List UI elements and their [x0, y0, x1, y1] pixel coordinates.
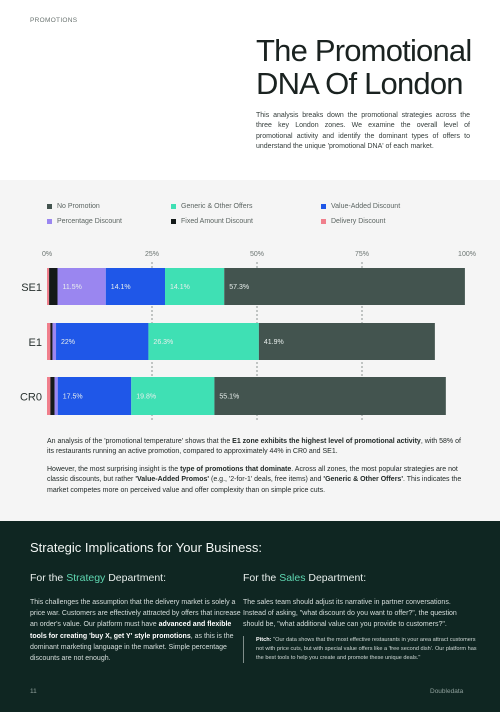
intro-paragraph: This analysis breaks down the promotiona…	[256, 112, 470, 151]
pitch-quote: Pitch: "Our data shows that the most eff…	[243, 636, 484, 663]
section-label: PROMOTIONS	[30, 17, 78, 24]
data-label: 14.1%	[111, 284, 131, 291]
sales-body: The sales team should adjust its narrati…	[243, 599, 457, 629]
bar-segment	[148, 323, 259, 360]
bar-segment	[47, 268, 50, 305]
bar-segment	[224, 268, 465, 305]
legend-swatch	[171, 204, 176, 209]
bar-segment	[214, 377, 446, 415]
x-tick-label: 75%	[355, 251, 369, 258]
bar-segment	[105, 268, 166, 305]
data-label: 19.8%	[136, 394, 156, 401]
legend-item-generic-other: Generic & Other Offers	[171, 203, 252, 210]
legend-label: Generic & Other Offers	[181, 203, 253, 210]
bar-segment	[165, 268, 225, 305]
page-title: The Promotional DNA Of London	[256, 33, 472, 101]
page-number: 11	[30, 688, 37, 695]
data-label: 55.1%	[219, 394, 239, 401]
category-label: SE1	[21, 282, 42, 294]
analysis-paragraph-2: However, the most surprising insight is …	[47, 465, 462, 494]
data-label: 57.3%	[229, 284, 249, 291]
strategy-heading: For the Strategy Department:	[30, 572, 166, 584]
x-tick-label: 0%	[42, 251, 52, 258]
bar-segment	[52, 323, 57, 360]
strategic-section	[0, 521, 500, 712]
strategic-title: Strategic Implications for Your Business…	[30, 540, 262, 555]
strategy-body: This challenges the assumption that the …	[30, 599, 241, 663]
legend-item-delivery: Delivery Discount	[321, 218, 385, 225]
legend-swatch	[47, 219, 52, 224]
bar-segment	[47, 323, 51, 360]
x-tick-label: 100%	[458, 251, 476, 258]
data-label: 26.3%	[153, 339, 173, 346]
legend-label: No Promotion	[57, 203, 100, 210]
bar-segment	[57, 268, 106, 305]
legend-label: Delivery Discount	[331, 218, 386, 225]
category-label: E1	[29, 337, 42, 349]
data-label: 41.9%	[264, 339, 284, 346]
data-label: 14.1%	[170, 284, 190, 291]
bar-segment	[47, 377, 51, 415]
data-label: 17.5%	[63, 394, 83, 401]
bar-segment	[54, 377, 58, 415]
data-label: 22%	[61, 339, 75, 346]
x-tick-label: 50%	[250, 251, 264, 258]
legend-label: Value-Added Discount	[331, 203, 401, 210]
legend-swatch	[321, 219, 326, 224]
legend-label: Fixed Amount Discount	[181, 218, 253, 225]
analysis-text: An analysis of the 'promotional temperat…	[47, 437, 465, 503]
legend-item-fixed-amount: Fixed Amount Discount	[171, 218, 253, 225]
bar-segment	[56, 323, 149, 360]
category-label: CR0	[20, 392, 42, 404]
bar-segment	[258, 323, 435, 360]
bar-segment	[50, 377, 55, 415]
legend-item-value-added: Value-Added Discount	[321, 203, 400, 210]
legend-item-percentage: Percentage Discount	[47, 218, 122, 225]
stacked-bar-chart: 0% 25% 50% 75% 100% SE1 11.5% 14.1% 14.1% 57.3% E1…	[20, 251, 476, 421]
analysis-paragraph-1: An analysis of the 'promotional temperat…	[47, 438, 461, 456]
legend-swatch	[47, 204, 52, 209]
bar-segment	[49, 268, 58, 305]
bar-segment	[50, 323, 53, 360]
sales-heading: For the Sales Department:	[243, 572, 367, 584]
data-label: 11.5%	[63, 284, 82, 291]
legend-label: Percentage Discount	[57, 218, 122, 225]
legend-swatch	[171, 219, 176, 224]
bar-segment	[57, 377, 132, 415]
legend-swatch	[321, 204, 326, 209]
x-tick-label: 25%	[145, 251, 159, 258]
footer-brand: Doubledata	[430, 688, 464, 695]
legend-item-no-promotion: No Promotion	[47, 203, 100, 210]
bar-segment	[131, 377, 215, 415]
